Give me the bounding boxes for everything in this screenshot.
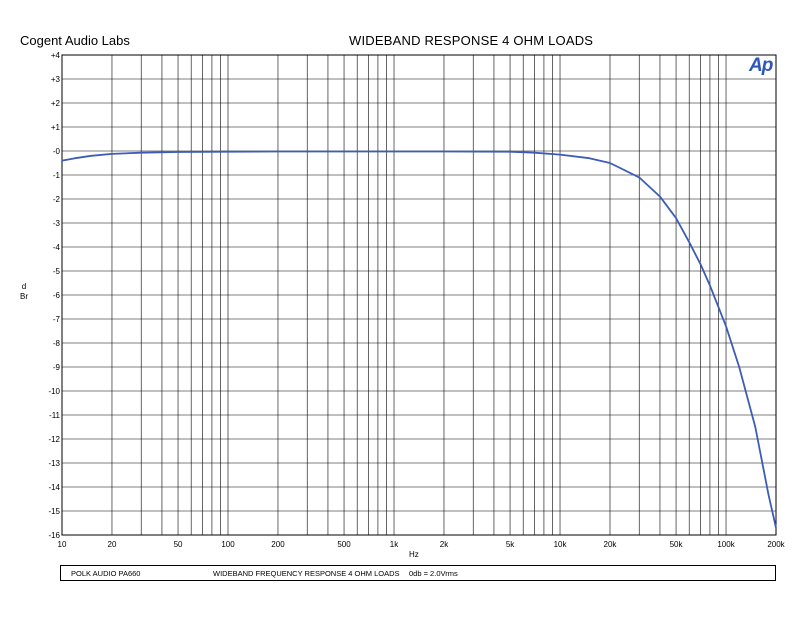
x-tick-label: 500 <box>337 540 351 549</box>
plot-frame <box>61 54 777 536</box>
y-tick-label: -4 <box>53 243 61 252</box>
x-tick-label: 10k <box>554 540 568 549</box>
y-tick-labels: +4 +3 +2 +1 -0 -1 -2 -3 -4 -5 -6 -7 -8 -9 -10 -11 -12 -13… <box>48 51 60 540</box>
y-tick-label: +3 <box>51 75 61 84</box>
x-tick-label: 200k <box>767 540 785 549</box>
y-tick-label: -7 <box>53 315 61 324</box>
x-tick-label: 2k <box>440 540 449 549</box>
x-tick-label: 100k <box>717 540 735 549</box>
y-tick-label: -13 <box>48 459 60 468</box>
x-tick-label: 20k <box>604 540 618 549</box>
footer-reference: 0db = 2.0Vrms <box>409 569 458 578</box>
y-tick-label: -14 <box>48 483 60 492</box>
ap-logo: Ap <box>749 55 773 76</box>
y-tick-label: -5 <box>53 267 61 276</box>
footer-info-box: POLK AUDIO PA660 WIDEBAND FREQUENCY RESP… <box>60 565 776 581</box>
x-tick-label: 1k <box>390 540 399 549</box>
response-trace <box>61 150 777 528</box>
x-tick-labels: 10 20 50 100 200 500 1k 2k 5k 10k 20k 50k 100k 200k <box>58 540 786 549</box>
y-tick-label: -15 <box>48 507 60 516</box>
y-tick-label: -0 <box>53 147 61 156</box>
y-tick-label: -11 <box>49 411 61 420</box>
x-tick-label: 50 <box>174 540 183 549</box>
chart-title: WIDEBAND RESPONSE 4 OHM LOADS <box>349 33 594 48</box>
footer-description: WIDEBAND FREQUENCY RESPONSE 4 OHM LOADS <box>213 569 400 578</box>
y-tick-label: +2 <box>51 99 61 108</box>
brand-name: Cogent Audio Labs <box>20 33 130 48</box>
horizontal-gridlines <box>62 78 776 512</box>
x-tick-label: 5k <box>506 540 515 549</box>
x-tick-label: 50k <box>670 540 684 549</box>
y-tick-label: +1 <box>51 123 61 132</box>
x-tick-label: 200 <box>271 540 285 549</box>
footer-device: POLK AUDIO PA660 <box>71 569 141 578</box>
y-tick-label: -8 <box>53 339 61 348</box>
y-tick-label: -9 <box>53 363 61 372</box>
y-tick-label: -3 <box>53 219 61 228</box>
x-tick-label: 20 <box>108 540 117 549</box>
y-tick-label: -12 <box>48 435 60 444</box>
y-tick-label: +4 <box>51 51 61 60</box>
y-axis-label: dBr <box>20 282 28 301</box>
y-tick-label: -16 <box>48 531 60 540</box>
x-tick-label: 10 <box>58 540 67 549</box>
x-tick-label: 100 <box>221 540 235 549</box>
x-axis-label: Hz <box>409 550 419 559</box>
y-tick-label: -6 <box>53 291 61 300</box>
y-tick-label: -1 <box>53 171 61 180</box>
y-tick-label: -10 <box>48 387 60 396</box>
y-tick-label: -2 <box>53 195 61 204</box>
